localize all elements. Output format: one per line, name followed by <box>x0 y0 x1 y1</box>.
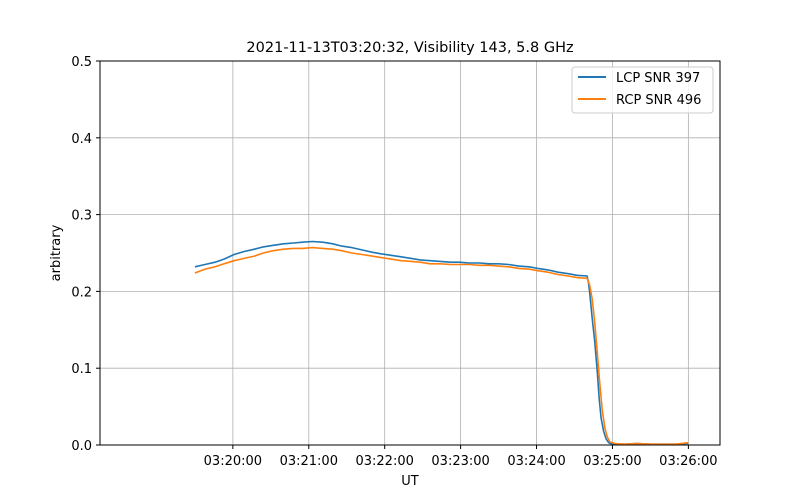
x-tick-label: 03:21:00 <box>280 454 338 469</box>
legend: LCP SNR 397 RCP SNR 496 <box>571 66 714 114</box>
x-axis-label: UT <box>401 474 419 489</box>
axes-frame <box>99 60 721 446</box>
x-tick-label: 03:25:00 <box>583 454 641 469</box>
legend-label-rcp: RCP SNR 496 <box>616 93 701 108</box>
chart-title: 2021-11-13T03:20:32, Visibility 143, 5.8… <box>246 40 573 56</box>
series-line-rcp <box>194 246 689 446</box>
y-tick-label: 0.0 <box>71 439 92 454</box>
x-tick-label: 03:23:00 <box>431 454 489 469</box>
legend-label-lcp: LCP SNR 397 <box>616 71 700 86</box>
y-tick-label: 0.2 <box>71 285 92 300</box>
x-tick-label: 03:26:00 <box>659 454 717 469</box>
x-tick-label: 03:24:00 <box>507 454 565 469</box>
ticks: 03:20:00 03:21:00 03:22:00 03:23:00 03:24:00… <box>71 55 717 469</box>
y-tick-label: 0.1 <box>71 362 92 377</box>
y-tick-label: 0.3 <box>71 209 92 224</box>
y-tick-label: 0.4 <box>71 132 92 147</box>
plot-lines <box>194 240 689 446</box>
series-line-lcp <box>194 240 689 446</box>
y-axis-label: arbitrary <box>49 224 64 281</box>
legend-box <box>571 66 714 114</box>
x-tick-label: 03:22:00 <box>355 454 413 469</box>
x-tick-label: 03:20:00 <box>204 454 262 469</box>
y-tick-label: 0.5 <box>71 55 92 70</box>
